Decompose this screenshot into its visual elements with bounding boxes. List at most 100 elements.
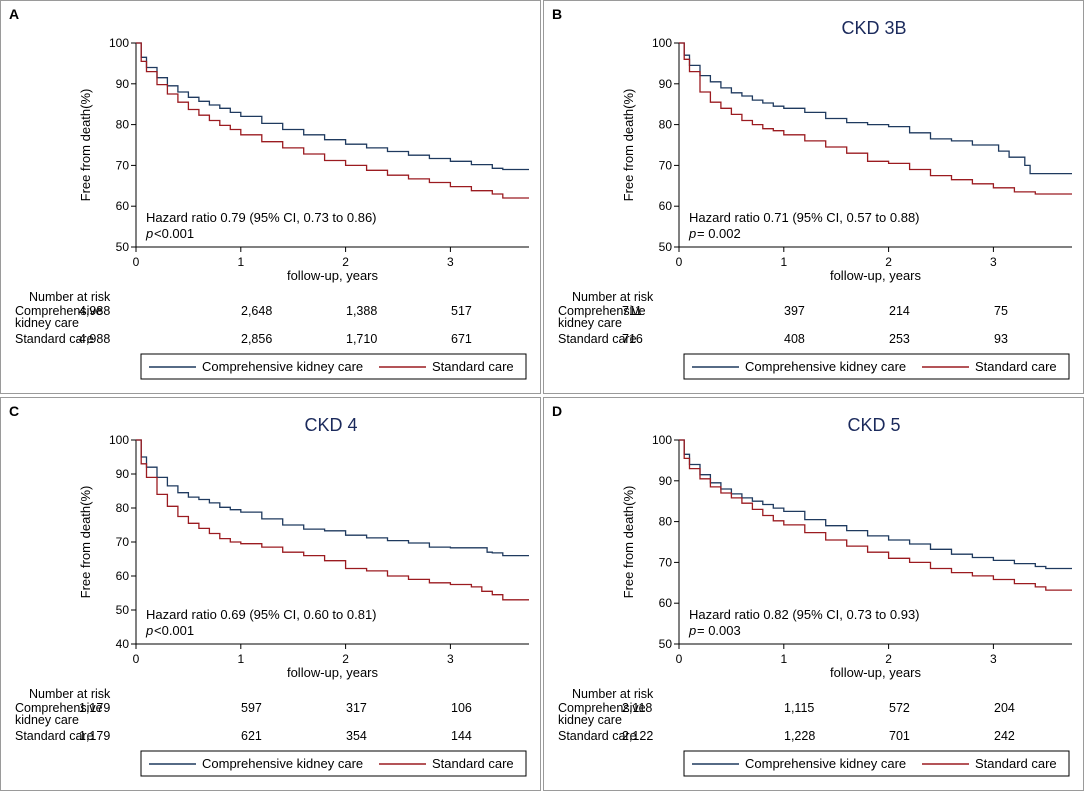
standard-care-curve [136,439,529,601]
risk-value: 4,988 [79,304,110,318]
y-tick-label: 70 [659,555,673,569]
y-tick-label: 90 [659,77,673,91]
risk-row-label: Comprehensive [15,701,103,715]
p-value-text: <0.001 [154,226,194,241]
p-value-label: p [688,226,696,241]
p-value-label: p [145,226,153,241]
comprehensive-care-curve [679,42,1072,175]
risk-row-label: Comprehensive [558,304,646,318]
risk-value: 408 [784,332,805,346]
x-tick-label: 1 [237,255,244,269]
risk-value: 2,118 [622,701,652,715]
x-tick-label: 0 [133,255,140,269]
risk-value: 397 [784,304,805,318]
hazard-ratio-text: Hazard ratio 0.79 (95% CI, 0.73 to 0.86) [146,210,377,225]
legend: Comprehensive kidney care Standard care [140,353,527,380]
panel-label: D [552,403,562,419]
risk-row-label: kidney care [558,316,622,330]
y-tick-label: 50 [116,240,130,254]
p-value-text: = 0.003 [697,623,741,638]
x-axis-label: follow-up, years [287,268,379,283]
chart-title: CKD 5 [847,415,900,435]
risk-row-label: Comprehensive [15,304,103,318]
risk-row-label: Standard care [15,332,94,346]
risk-value: 711 [622,304,642,318]
risk-row-label: Comprehensive [558,701,646,715]
y-axis-label: Free from death(%) [621,486,636,599]
y-tick-label: 100 [652,36,672,50]
panel-label: B [552,6,562,22]
x-tick-label: 3 [990,255,997,269]
y-axis-label: Free from death(%) [78,486,93,599]
risk-value: 75 [994,304,1008,318]
risk-row-label: kidney care [15,316,79,330]
x-tick-label: 1 [780,652,787,666]
risk-value: 144 [451,729,472,743]
risk-value: 317 [346,701,367,715]
legend-label-comprehensive: Comprehensive kidney care [745,756,906,771]
chart-svg: B CKD 3B 50 60 70 80 90 100 0 1 2 3 follow-up, years… [552,6,1072,380]
risk-value: 1,388 [346,304,377,318]
risk-row-label: Standard care [15,729,94,743]
chart-title: CKD 4 [304,415,357,435]
x-tick-label: 2 [885,255,892,269]
panel-a: A 50 60 70 80 90 100 0 1 2 3 follow-up, years Free f… [0,0,541,394]
risk-value: 214 [889,304,910,318]
y-tick-label: 90 [659,474,673,488]
risk-row-label: kidney care [558,713,622,727]
risk-value: 671 [451,332,472,346]
risk-value: 253 [889,332,910,346]
risk-value: 1,179 [79,729,110,743]
y-tick-label: 90 [116,467,130,481]
x-tick-label: 2 [342,652,349,666]
risk-row-label: Standard care [558,729,637,743]
legend: Comprehensive kidney care Standard care [683,353,1070,380]
risk-value: 1,710 [346,332,377,346]
y-tick-label: 80 [116,118,130,132]
comprehensive-care-curve [679,439,1072,570]
comprehensive-care-curve [136,42,529,171]
y-tick-label: 90 [116,77,130,91]
p-value-text: <0.001 [154,623,194,638]
y-tick-label: 100 [109,36,129,50]
legend-box [683,353,1070,380]
x-tick-label: 3 [990,652,997,666]
p-value-label: p [688,623,696,638]
chart-svg: D CKD 5 50 60 70 80 90 100 0 1 2 3 follow-up, years F… [552,403,1072,777]
standard-care-curve [679,439,1072,591]
y-tick-label: 80 [659,515,673,529]
legend-label-comprehensive: Comprehensive kidney care [745,359,906,374]
y-tick-label: 50 [116,603,130,617]
y-tick-label: 60 [116,199,130,213]
risk-value: 106 [451,701,472,715]
risk-value: 1,115 [784,701,814,715]
y-tick-label: 70 [116,158,130,172]
risk-row-label: kidney care [15,713,79,727]
panel-d: D CKD 5 50 60 70 80 90 100 0 1 2 3 follow-up, years F… [543,397,1084,791]
legend-box [683,750,1070,777]
legend-box [140,750,527,777]
legend: Comprehensive kidney care Standard care [140,750,527,777]
y-axis-label: Free from death(%) [78,89,93,202]
y-tick-label: 50 [659,240,673,254]
x-tick-label: 2 [342,255,349,269]
risk-table-header: Number at risk [572,687,654,701]
hazard-ratio-text: Hazard ratio 0.69 (95% CI, 0.60 to 0.81) [146,607,377,622]
legend-label-comprehensive: Comprehensive kidney care [202,756,363,771]
risk-value: 2,856 [241,332,272,346]
x-axis-label: follow-up, years [287,665,379,680]
y-tick-label: 100 [109,433,129,447]
x-tick-label: 1 [237,652,244,666]
legend-label-standard: Standard care [432,359,514,374]
legend-label-comprehensive: Comprehensive kidney care [202,359,363,374]
risk-table-header: Number at risk [29,687,111,701]
x-axis-label: follow-up, years [830,268,922,283]
legend: Comprehensive kidney care Standard care [683,750,1070,777]
risk-table-header: Number at risk [29,290,111,304]
risk-value: 621 [241,729,262,743]
x-tick-label: 2 [885,652,892,666]
risk-value: 1,179 [79,701,110,715]
risk-value: 701 [889,729,910,743]
legend-label-standard: Standard care [432,756,514,771]
y-tick-label: 80 [116,501,130,515]
